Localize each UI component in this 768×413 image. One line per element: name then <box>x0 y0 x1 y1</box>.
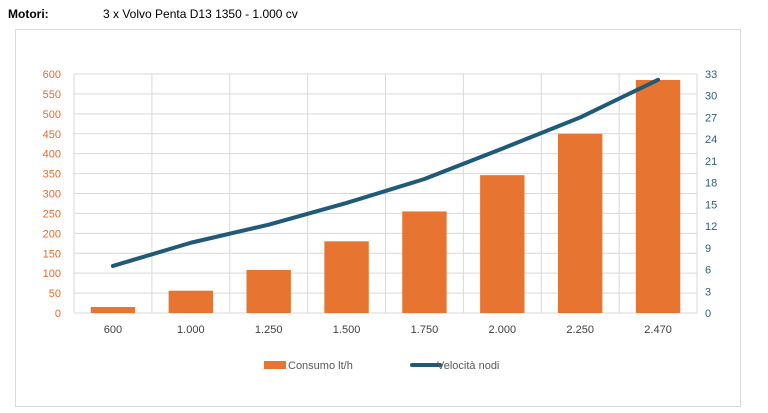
right-tick-label: 6 <box>705 265 711 277</box>
left-axis-ticks: 0 50 100 150 200 250 300 350 400 450 500 550 600 <box>43 69 61 320</box>
gridlines <box>73 73 698 314</box>
x-tick-label: 2.470 <box>644 324 672 336</box>
legend-swatch-consumo <box>264 361 286 369</box>
right-tick-label: 9 <box>705 243 711 255</box>
legend-label-consumo: Consumo lt/h <box>288 360 353 372</box>
x-tick-label: 2.250 <box>566 324 594 336</box>
x-tick-label: 1.250 <box>255 324 283 336</box>
x-tick-label: 1.000 <box>177 324 205 336</box>
left-tick-label: 500 <box>43 109 61 121</box>
right-tick-label: 27 <box>705 112 717 124</box>
right-tick-label: 30 <box>705 91 717 103</box>
legend-label-velocita: Velocità nodi <box>437 360 499 372</box>
left-tick-label: 450 <box>43 129 61 141</box>
right-tick-label: 21 <box>705 156 717 168</box>
left-tick-label: 600 <box>43 69 61 81</box>
x-tick-label: 1.500 <box>333 324 361 336</box>
right-tick-label: 0 <box>705 308 711 320</box>
left-tick-label: 50 <box>49 288 61 300</box>
right-tick-label: 18 <box>705 178 717 190</box>
legend: Consumo lt/h Velocità nodi <box>264 360 499 372</box>
chart-frame <box>15 29 741 407</box>
engines-label: Motori: <box>8 7 49 21</box>
bar-2.250 <box>557 133 603 313</box>
left-tick-label: 350 <box>43 169 61 181</box>
x-tick-label: 1.750 <box>411 324 439 336</box>
speed-line <box>110 77 661 268</box>
bars <box>90 79 681 313</box>
left-tick-label: 200 <box>43 228 61 240</box>
right-tick-label: 15 <box>705 199 717 211</box>
left-tick-label: 0 <box>55 308 61 320</box>
bar-2.000 <box>480 175 525 313</box>
right-tick-label: 3 <box>705 286 711 298</box>
x-tick-label: 600 <box>104 324 122 336</box>
left-tick-label: 100 <box>43 268 61 280</box>
bar-1.500 <box>324 241 369 313</box>
speed-line-path <box>110 77 661 268</box>
right-tick-label: 12 <box>705 221 717 233</box>
left-tick-label: 300 <box>43 189 61 201</box>
bar-2.470 <box>635 79 681 313</box>
left-tick-label: 150 <box>43 248 61 260</box>
engines-value: 3 x Volvo Penta D13 1350 - 1.000 cv <box>103 7 298 21</box>
bar-1.750 <box>402 211 447 313</box>
x-tick-label: 2.000 <box>489 324 517 336</box>
left-tick-label: 400 <box>43 149 61 161</box>
left-tick-label: 550 <box>43 89 61 101</box>
bar-1.250 <box>246 269 291 313</box>
left-tick-label: 250 <box>43 208 61 220</box>
right-tick-label: 33 <box>705 69 717 81</box>
bar-600 <box>90 307 136 313</box>
right-tick-label: 24 <box>705 134 717 146</box>
x-axis-ticks: 600 1.000 1.250 1.500 1.750 2.000 2.250 2.470 <box>104 324 672 336</box>
bar-1.000 <box>168 290 214 313</box>
right-axis-ticks: 0 3 6 9 12 15 18 21 24 27 30 33 <box>705 69 717 320</box>
